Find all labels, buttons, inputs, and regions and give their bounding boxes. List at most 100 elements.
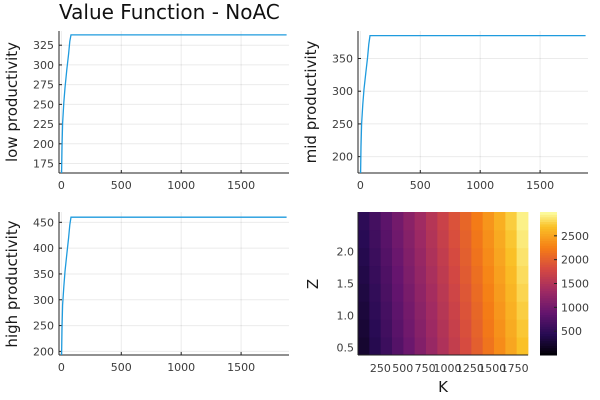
colorbar-segment <box>540 269 557 273</box>
y-tick-label: 225 <box>33 118 54 131</box>
colorbar-segment <box>540 347 557 351</box>
colorbar-tick-label: 2000 <box>561 254 589 267</box>
x-tick-label: 500 <box>410 179 431 192</box>
heatmap-cell <box>471 319 484 338</box>
heatmap-cell <box>471 301 484 320</box>
heatmap-cell <box>369 212 382 231</box>
heatmap-cell <box>460 337 472 356</box>
colorbar-segment <box>540 314 557 318</box>
colorbar-segment <box>540 304 557 308</box>
heatmap-cell <box>392 319 404 338</box>
y-tick-label: 400 <box>33 242 54 255</box>
panel-2: 0 500 1000 1500 200 250 300 350 mid productivity <box>302 31 588 192</box>
colorbar-segment <box>540 216 557 220</box>
y-tick-label: 250 <box>332 118 353 131</box>
heatmap-cell <box>358 247 370 267</box>
x-tick-label: 1000 <box>167 361 195 374</box>
colorbar-segment <box>540 245 557 249</box>
heatmap-cell <box>426 283 438 302</box>
heatmap-cell <box>403 247 416 267</box>
x-tick-label: 0 <box>58 361 65 374</box>
colorbar-segment <box>540 238 557 242</box>
heatmap-cell <box>380 319 393 338</box>
heatmap-cell <box>403 319 416 338</box>
heatmap-cell <box>460 319 472 338</box>
colorbar-segment <box>540 316 557 320</box>
colorbar-segment <box>540 259 557 263</box>
heatmap-cell <box>358 283 370 302</box>
heatmap-y-axis-label: Z <box>304 279 322 289</box>
heatmap-x-tick-label: 1000 <box>433 362 461 375</box>
heatmap-cell <box>471 247 484 267</box>
y-tick-label: 300 <box>33 294 54 307</box>
colorbar-segment <box>540 273 557 277</box>
colorbar-segment <box>540 276 557 280</box>
colorbar-segment <box>540 283 557 287</box>
heatmap-cell <box>403 283 416 302</box>
heatmap-cell <box>505 337 518 356</box>
heatmap-cell <box>448 283 461 302</box>
colorbar-segment <box>540 252 557 256</box>
colorbar-segment <box>540 302 557 306</box>
heatmap-cell <box>448 301 461 320</box>
heatmap-cell <box>482 229 495 249</box>
y-axis-label: high productivity <box>3 220 21 347</box>
heatmap-cell <box>392 229 404 249</box>
colorbar-segment <box>540 219 557 223</box>
y-tick-label: 450 <box>33 216 54 229</box>
colorbar-segment <box>540 319 557 323</box>
colorbar-tick-label: 1000 <box>561 301 589 314</box>
colorbar-segment <box>540 335 557 339</box>
y-tick-label: 275 <box>33 79 54 92</box>
heatmap-cell <box>437 337 450 356</box>
value-function-line <box>60 216 287 356</box>
heatmap-cell <box>414 301 427 320</box>
heatmap-cell <box>414 229 427 249</box>
heatmap-cell <box>505 212 518 231</box>
colorbar-segment <box>540 295 557 299</box>
heatmap-cell <box>494 283 506 302</box>
y-tick-label: 350 <box>332 52 353 65</box>
colorbar-segment <box>540 278 557 282</box>
heatmap-cell <box>437 319 450 338</box>
colorbar-segment <box>540 250 557 254</box>
heatmap-x-tick-label: 1750 <box>501 362 529 375</box>
colorbar-segment <box>540 288 557 292</box>
colorbar-segment <box>540 262 557 265</box>
heatmap-cell <box>380 212 393 231</box>
heatmap-cell <box>426 337 438 356</box>
heatmap-cell <box>516 265 529 284</box>
heatmap-cell <box>403 229 416 249</box>
heatmap-x-tick-label: 1500 <box>478 362 506 375</box>
colorbar-segment <box>540 235 557 239</box>
heatmap-cell <box>482 283 495 302</box>
heatmap-cell <box>471 283 484 302</box>
heatmap-cell <box>516 229 529 249</box>
heatmap-cell <box>448 212 461 231</box>
colorbar-segment <box>540 223 557 227</box>
heatmap-cell <box>482 337 495 356</box>
heatmap-cell <box>494 229 506 249</box>
heatmap-cell <box>448 337 461 356</box>
heatmap-cell <box>482 301 495 320</box>
y-tick-label: 250 <box>33 98 54 111</box>
heatmap-cell <box>516 283 529 302</box>
colorbar-segment <box>540 350 557 354</box>
heatmap-cell <box>460 301 472 320</box>
colorbar-tick-label: 2500 <box>561 230 589 243</box>
heatmap-cell <box>494 212 506 231</box>
heatmap-cell <box>369 301 382 320</box>
heatmap-cell <box>437 212 450 231</box>
heatmap-y-tick-label: 2.0 <box>337 246 355 259</box>
heatmap-cell <box>482 265 495 284</box>
heatmap-cell <box>460 265 472 284</box>
heatmap-cell <box>448 247 461 267</box>
colorbar-segment <box>540 328 557 332</box>
heatmap-cell <box>505 229 518 249</box>
heatmap-cell <box>437 301 450 320</box>
colorbar-segment <box>540 226 557 230</box>
heatmap-cell <box>505 301 518 320</box>
heatmap-cell <box>380 337 393 356</box>
